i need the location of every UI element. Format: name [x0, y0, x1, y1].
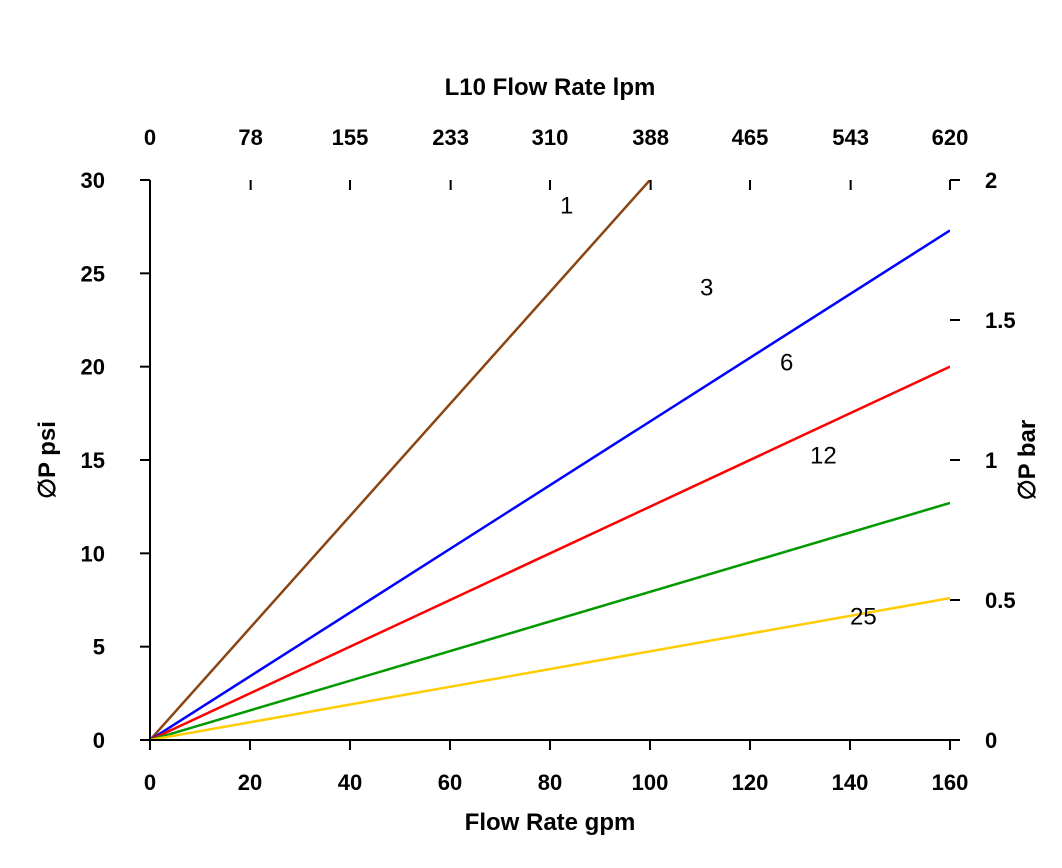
- y-left-tick-label: 25: [81, 261, 105, 286]
- series-label-12: 12: [810, 443, 837, 470]
- x-bottom-tick-label: 0: [144, 770, 156, 795]
- y-left-tick-label: 0: [93, 728, 105, 753]
- series-label-3: 3: [700, 275, 713, 302]
- chart-title-top: L10 Flow Rate lpm: [445, 74, 656, 101]
- series-label-25: 25: [850, 603, 877, 630]
- x-bottom-tick-label: 60: [438, 770, 462, 795]
- x-bottom-axis-label: Flow Rate gpm: [465, 809, 636, 836]
- y-left-tick-label: 30: [81, 168, 105, 193]
- y-left-axis-label: ∅P psi: [34, 421, 61, 499]
- x-top-tick-label: 620: [932, 125, 969, 150]
- series-label-6: 6: [780, 349, 793, 376]
- y-right-tick-label: 2: [985, 168, 997, 193]
- chart-container: 0204060801001201401600781552333103884655…: [0, 0, 1062, 868]
- x-bottom-tick-label: 140: [832, 770, 869, 795]
- y-right-axis-label: ∅P bar: [1014, 420, 1041, 501]
- y-left-tick-label: 15: [81, 448, 105, 473]
- x-bottom-tick-label: 80: [538, 770, 562, 795]
- x-bottom-tick-label: 40: [338, 770, 362, 795]
- series-label-1: 1: [560, 193, 573, 220]
- x-top-tick-label: 0: [144, 125, 156, 150]
- x-bottom-tick-label: 20: [238, 770, 262, 795]
- x-bottom-tick-label: 100: [632, 770, 669, 795]
- y-left-tick-label: 10: [81, 541, 105, 566]
- x-top-tick-label: 233: [432, 125, 469, 150]
- x-top-tick-label: 543: [832, 125, 869, 150]
- y-right-tick-label: 1: [985, 448, 997, 473]
- y-left-tick-label: 5: [93, 635, 105, 660]
- x-top-tick-label: 388: [632, 125, 669, 150]
- y-right-tick-label: 0: [985, 728, 997, 753]
- x-bottom-tick-label: 160: [932, 770, 969, 795]
- y-right-tick-label: 0.5: [985, 588, 1016, 613]
- x-top-tick-label: 78: [238, 125, 262, 150]
- y-right-tick-label: 1.5: [985, 308, 1016, 333]
- x-top-tick-label: 310: [532, 125, 569, 150]
- y-left-tick-label: 20: [81, 355, 105, 380]
- x-top-tick-label: 465: [732, 125, 769, 150]
- x-bottom-tick-label: 120: [732, 770, 769, 795]
- chart-svg: 0204060801001201401600781552333103884655…: [0, 0, 1062, 868]
- x-top-tick-label: 155: [332, 125, 369, 150]
